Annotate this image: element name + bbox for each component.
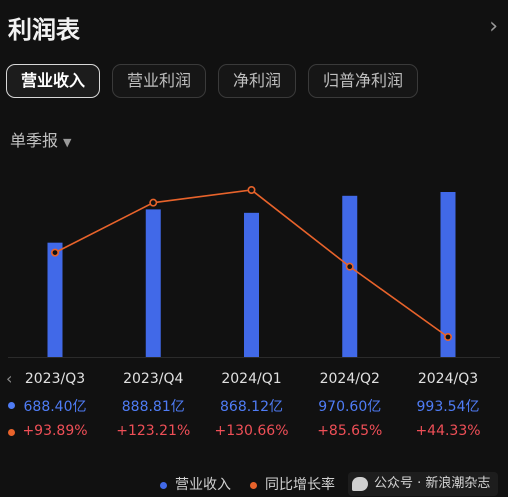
revenue-bar[interactable] [342,195,358,357]
growth-data-label: +44.33% [415,423,481,439]
revenue-series-marker [8,402,15,409]
revenue-data-label: 970.60亿 [318,399,382,415]
revenue-bar[interactable] [47,242,63,357]
revenue-bar[interactable] [244,212,259,357]
wechat-icon [352,476,368,491]
growth-values-row: +93.89% +123.21% +130.66% +85.65% +44.33% [0,423,508,443]
x-tick-label: 2024/Q1 [221,371,282,387]
tab-attributable-net-profit[interactable]: 归普净利润 [308,64,419,98]
watermark-text: 公众号 · 新浪潮杂志 [374,476,491,491]
tab-operating-profit[interactable]: 营业利润 [112,64,207,98]
growth-point[interactable] [50,248,59,257]
legend-label-revenue: 营业收入 [175,477,231,493]
growth-point[interactable] [443,333,452,342]
page-title: 利润表 [8,16,80,44]
scroll-left-icon[interactable]: ‹ [6,369,13,388]
growth-legend-marker [250,481,257,489]
growth-point[interactable] [345,262,354,271]
legend-item-revenue[interactable]: 营业收入 [160,474,231,494]
x-tick-label: 2024/Q3 [417,371,479,387]
tab-net-profit[interactable]: 净利润 [218,64,297,98]
growth-data-label: +130.66% [214,423,289,439]
x-tick-label: 2023/Q4 [123,371,184,387]
revenue-chart [8,185,500,358]
tab-revenue[interactable]: 营业收入 [6,64,101,98]
legend: 营业收入 同比增长率 [0,474,508,494]
growth-point[interactable] [247,185,256,194]
x-axis-labels: 2023/Q3 2023/Q4 2024/Q1 2024/Q2 2024/Q3 [0,371,508,391]
metric-tabs: 营业收入 营业利润 净利润 归普净利润 [6,64,419,98]
revenue-data-label: 868.12亿 [220,399,283,415]
chevron-right-icon[interactable]: › [489,14,498,39]
revenue-bar[interactable] [440,192,456,357]
growth-data-label: +123.21% [116,423,191,439]
growth-series-marker [8,429,15,436]
caret-down-icon: ▼ [63,136,72,149]
revenue-data-label: 688.40亿 [23,399,87,415]
x-tick-label: 2023/Q3 [24,371,86,387]
revenue-data-label: 888.81亿 [121,399,185,415]
revenue-data-label: 993.54亿 [416,399,480,415]
period-selector[interactable]: 单季报 ▼ [10,127,71,151]
revenue-bar[interactable] [145,209,161,357]
legend-label-growth: 同比增长率 [265,477,335,493]
period-label: 单季报 [10,131,59,150]
growth-data-label: +85.65% [317,423,383,439]
watermark: 公众号 · 新浪潮杂志 [348,472,499,496]
x-tick-label: 2024/Q2 [319,371,380,387]
revenue-legend-marker [160,481,167,489]
legend-item-growth[interactable]: 同比增长率 [250,474,335,494]
growth-data-label: +93.89% [22,423,88,439]
growth-point[interactable] [149,198,158,207]
revenue-values-row: 688.40亿 888.81亿 868.12亿 970.60亿 993.54亿 [0,396,508,416]
